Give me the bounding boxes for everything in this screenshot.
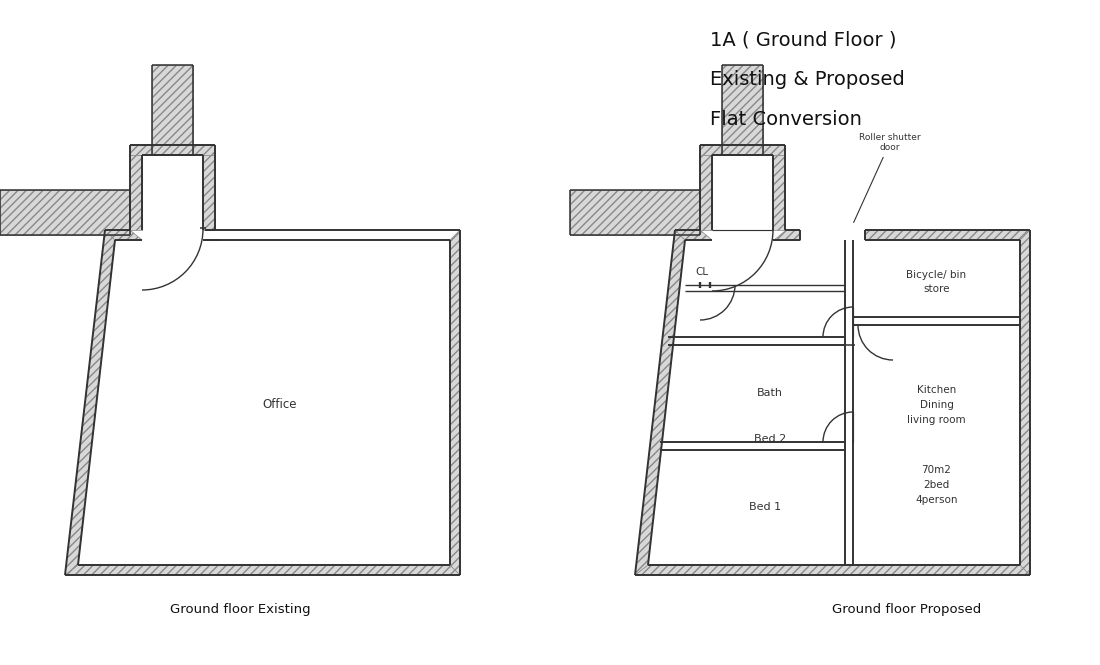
Text: Bath: Bath	[757, 388, 783, 398]
Text: Ground floor Existing: Ground floor Existing	[169, 604, 310, 616]
Text: Ground floor Proposed: Ground floor Proposed	[832, 604, 981, 616]
Polygon shape	[635, 565, 1030, 575]
Polygon shape	[130, 155, 142, 230]
Polygon shape	[204, 155, 214, 230]
Polygon shape	[722, 65, 763, 155]
Polygon shape	[675, 230, 712, 240]
Polygon shape	[65, 230, 116, 575]
Polygon shape	[0, 190, 130, 235]
Text: Flat Conversion: Flat Conversion	[710, 110, 862, 129]
Text: Bed 1: Bed 1	[749, 503, 781, 513]
Polygon shape	[865, 230, 1030, 240]
Polygon shape	[450, 230, 460, 575]
Polygon shape	[635, 230, 685, 575]
Text: Existing & Proposed: Existing & Proposed	[710, 70, 904, 89]
Polygon shape	[700, 145, 785, 155]
Text: Office: Office	[263, 398, 297, 412]
Text: 70m2
2bed
4person: 70m2 2bed 4person	[915, 465, 958, 505]
Polygon shape	[152, 65, 192, 155]
Text: Kitchen
Dining
living room: Kitchen Dining living room	[908, 385, 966, 425]
Polygon shape	[570, 190, 700, 235]
Text: CL: CL	[695, 267, 708, 277]
Polygon shape	[773, 230, 800, 240]
Polygon shape	[773, 155, 785, 230]
Text: Roller shutter
door: Roller shutter door	[854, 132, 921, 223]
Polygon shape	[130, 145, 214, 155]
Text: Bed 2: Bed 2	[754, 434, 786, 444]
Polygon shape	[65, 565, 460, 575]
Polygon shape	[700, 155, 712, 230]
Polygon shape	[104, 230, 142, 240]
Polygon shape	[1020, 230, 1030, 575]
Text: Bicycle/ bin
store: Bicycle/ bin store	[906, 271, 967, 295]
Text: 1A ( Ground Floor ): 1A ( Ground Floor )	[710, 30, 896, 49]
